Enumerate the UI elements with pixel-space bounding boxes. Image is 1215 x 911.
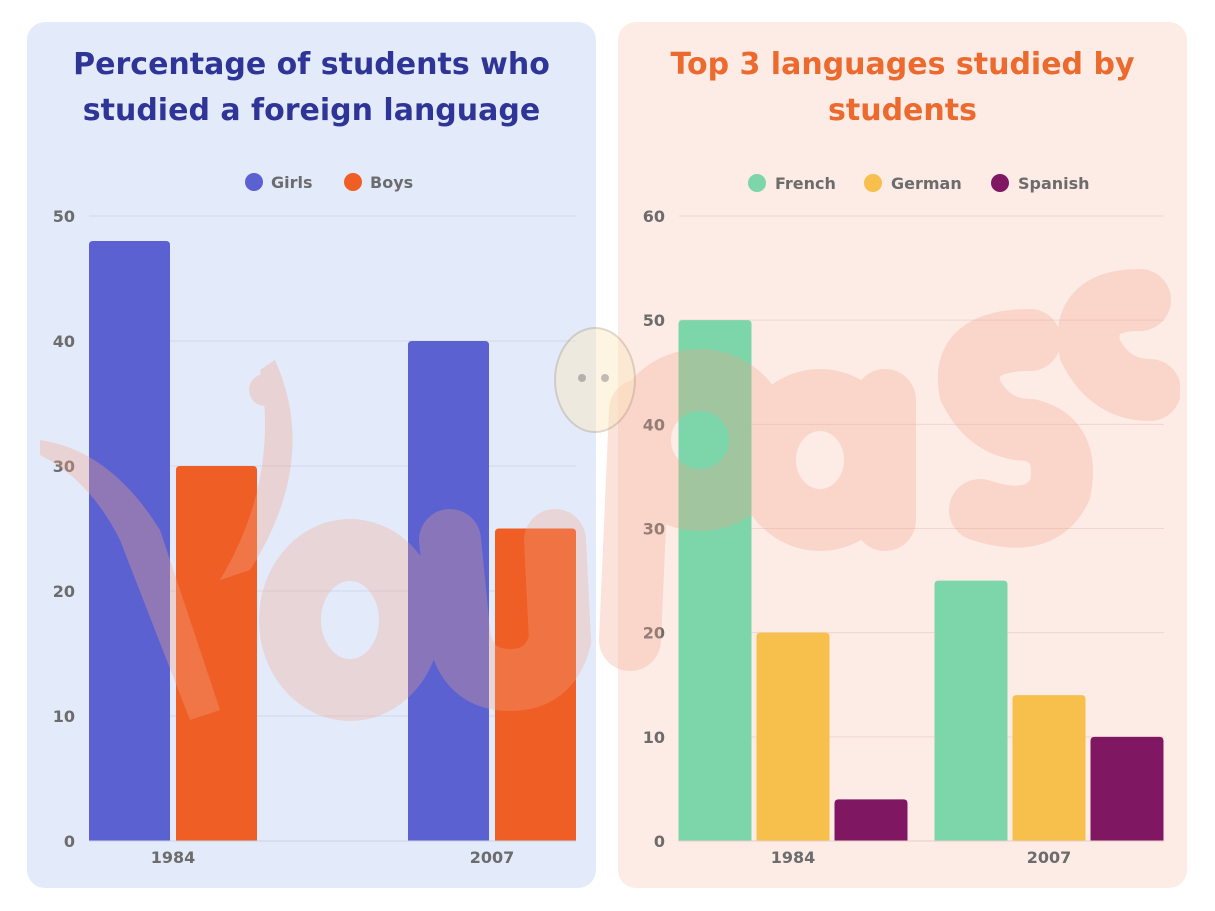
y-tick-label: 0	[654, 832, 665, 851]
legend-label-boys: Boys	[370, 173, 413, 192]
y-tick-label: 10	[53, 707, 75, 726]
legend-swatch-german	[864, 174, 882, 192]
y-tick-label: 0	[64, 832, 75, 851]
x-tick-label: 2007	[1027, 848, 1072, 867]
y-tick-label: 30	[53, 457, 75, 476]
bar-girls-2007	[408, 341, 489, 841]
legend-swatch-spanish	[991, 174, 1009, 192]
bar-spanish-2007	[1090, 736, 1164, 841]
bar-german-2007	[1012, 695, 1086, 841]
x-tick-label: 2007	[470, 848, 515, 867]
y-tick-label: 50	[53, 207, 75, 226]
legend-swatch-french	[748, 174, 766, 192]
x-tick-label: 1984	[771, 848, 816, 867]
legend-swatch-girls	[245, 173, 263, 191]
legend-label-french: French	[775, 174, 836, 193]
x-tick-label: 1984	[151, 848, 196, 867]
bar-french-1984	[678, 320, 752, 842]
chart-title: Top 3 languages studied by students	[670, 47, 1135, 128]
bar-spanish-1984	[834, 799, 908, 841]
y-tick-label: 10	[643, 728, 665, 747]
bar-boys-1984	[176, 466, 257, 841]
bar-girls-1984	[89, 241, 170, 841]
y-tick-label: 30	[643, 520, 665, 539]
bar-german-1984	[756, 632, 830, 841]
y-tick-label: 60	[643, 207, 665, 226]
y-tick-label: 50	[643, 311, 665, 330]
y-tick-label: 20	[53, 582, 75, 601]
legend-label-girls: Girls	[271, 173, 313, 192]
legend-label-german: German	[891, 174, 962, 193]
y-tick-label: 20	[643, 624, 665, 643]
legend-swatch-boys	[344, 173, 362, 191]
bar-boys-2007	[495, 528, 576, 841]
y-tick-label: 40	[643, 415, 665, 434]
legend-label-spanish: Spanish	[1018, 174, 1090, 193]
y-tick-label: 40	[53, 332, 75, 351]
chart-title: Percentage of students who studied a for…	[73, 47, 550, 128]
bar-french-2007	[934, 580, 1008, 841]
